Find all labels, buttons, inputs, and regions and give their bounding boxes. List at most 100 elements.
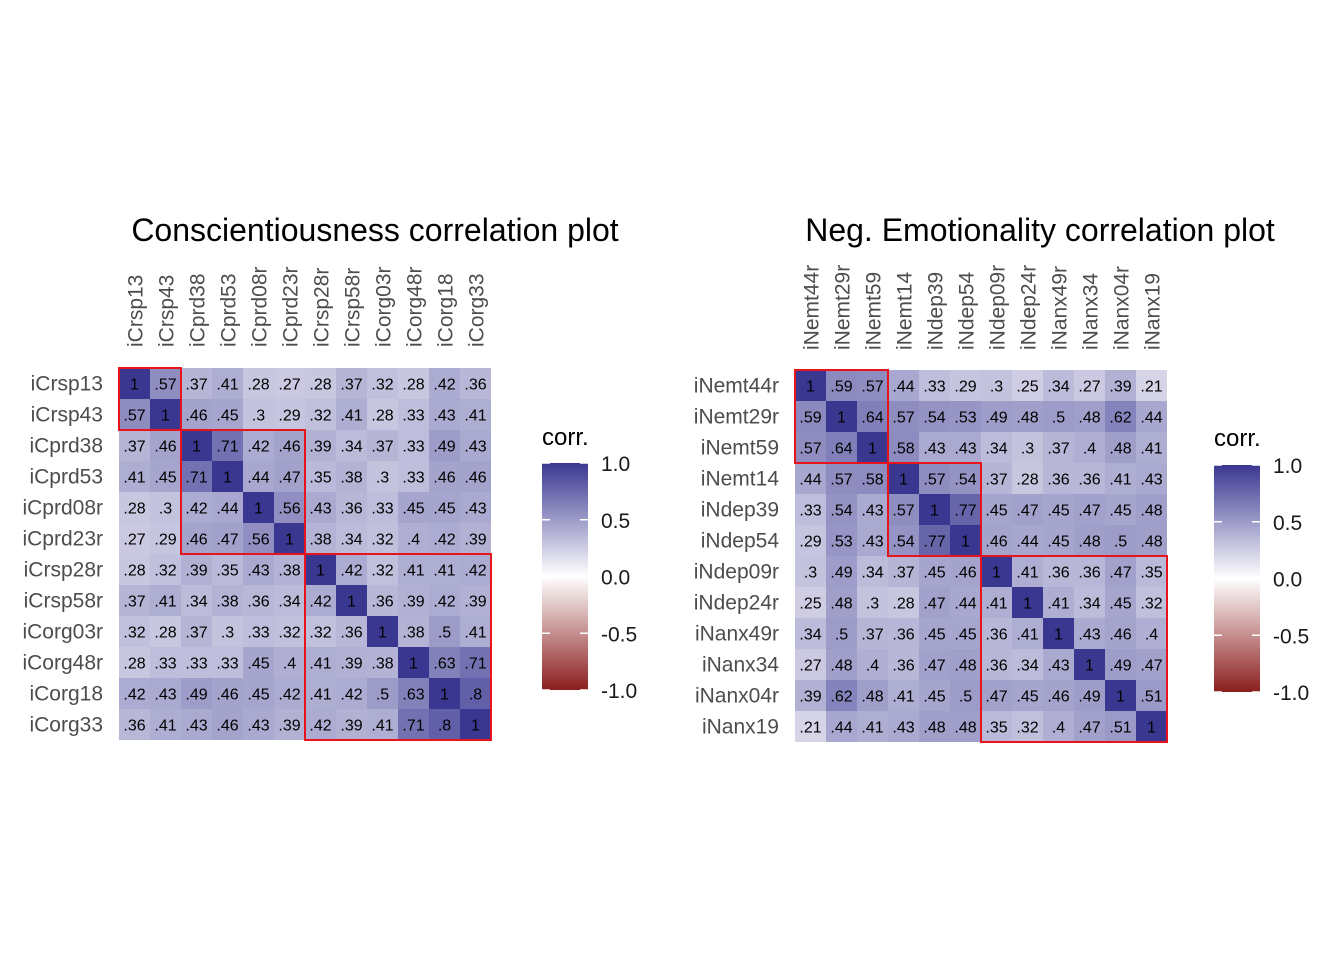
heatmap-cell <box>826 463 857 494</box>
heatmap-cell <box>1074 587 1105 618</box>
column-label: iCprd23r <box>280 266 303 347</box>
heatmap-cell <box>150 678 181 709</box>
heatmap-cell <box>1012 432 1043 463</box>
cell-value-label: .59 <box>799 410 821 427</box>
heatmap-cell <box>950 649 981 680</box>
cell-value-label: .43 <box>247 563 269 580</box>
cell-value-label: .32 <box>371 377 393 394</box>
heatmap-cell <box>888 525 919 556</box>
heatmap-cell <box>398 616 429 647</box>
cell-value-label: .48 <box>1078 410 1100 427</box>
cell-value-label: .33 <box>923 379 945 396</box>
heatmap-cell <box>857 649 888 680</box>
heatmap-cell <box>367 585 398 616</box>
cell-value-label: .39 <box>278 718 300 735</box>
cell-value-label: .33 <box>799 503 821 520</box>
heatmap-cell <box>919 680 950 711</box>
cell-value-label: 1 <box>130 377 139 394</box>
heatmap-cell <box>305 492 336 523</box>
cell-value-label: .38 <box>371 656 393 673</box>
cell-value-label: 1 <box>868 441 877 458</box>
cell-value-label: .38 <box>216 594 238 611</box>
cell-value-label: .37 <box>861 627 883 644</box>
heatmap-cell <box>1105 432 1136 463</box>
cell-value-label: .32 <box>1140 596 1162 613</box>
cell-value-label: .63 <box>433 656 455 673</box>
cell-value-label: .47 <box>216 532 238 549</box>
cell-value-label: .46 <box>1109 627 1131 644</box>
heatmap-cell <box>888 432 919 463</box>
legend-tick-label: 1.0 <box>1273 455 1302 478</box>
cell-value-label: 1 <box>316 563 325 580</box>
heatmap-cell <box>212 492 243 523</box>
cell-value-label: .43 <box>464 439 486 456</box>
heatmap-cell <box>795 463 826 494</box>
heatmap-cell <box>1136 370 1167 401</box>
heatmap-cell <box>888 556 919 587</box>
column-label: iNdep24r <box>1018 265 1041 350</box>
cell-value-label: .57 <box>861 379 883 396</box>
heatmap-cell <box>336 368 367 399</box>
cell-value-label: .42 <box>433 594 455 611</box>
heatmap-cell <box>888 649 919 680</box>
cell-value-label: .34 <box>1078 596 1100 613</box>
cell-value-label: 1 <box>1116 689 1125 706</box>
cell-value-label: .58 <box>861 472 883 489</box>
row-label: iCorg03r <box>22 621 103 644</box>
heatmap-cell <box>336 399 367 430</box>
heatmap-cell <box>1105 401 1136 432</box>
cell-value-label: .35 <box>985 720 1007 737</box>
cell-value-label: .49 <box>830 565 852 582</box>
heatmap-cell <box>888 711 919 742</box>
heatmap-cell <box>243 647 274 678</box>
heatmap-cell <box>826 556 857 587</box>
cell-value-label: .41 <box>340 408 362 425</box>
heatmap-cell <box>367 616 398 647</box>
cell-value-label: .42 <box>433 377 455 394</box>
cell-value-label: .4 <box>1052 720 1065 737</box>
cell-value-label: .41 <box>154 718 176 735</box>
heatmap-cell <box>1012 649 1043 680</box>
heatmap-cell <box>119 585 150 616</box>
cell-value-label: .8 <box>438 718 451 735</box>
cell-value-label: .29 <box>954 379 976 396</box>
cell-value-label: .37 <box>1047 441 1069 458</box>
column-label: iCrsp28r <box>311 268 334 347</box>
cell-value-label: .42 <box>247 439 269 456</box>
cell-value-label: .47 <box>278 470 300 487</box>
heatmap-cell <box>1074 618 1105 649</box>
cell-value-label: .44 <box>216 501 238 518</box>
cell-value-label: .46 <box>185 532 207 549</box>
cell-value-label: .27 <box>799 658 821 675</box>
heatmap-cell <box>243 585 274 616</box>
cell-value-label: .5 <box>376 687 389 704</box>
cell-value-label: .27 <box>278 377 300 394</box>
cell-value-label: .39 <box>464 532 486 549</box>
heatmap-cell <box>274 430 305 461</box>
cell-value-label: .46 <box>185 408 207 425</box>
cell-value-label: .45 <box>433 501 455 518</box>
heatmap-cell <box>274 647 305 678</box>
cell-value-label: .54 <box>892 534 914 551</box>
heatmap-cell <box>1043 618 1074 649</box>
heatmap-cell <box>181 647 212 678</box>
cell-value-label: .37 <box>371 439 393 456</box>
heatmap-cell <box>1136 463 1167 494</box>
heatmap-cell <box>398 678 429 709</box>
cell-value-label: .43 <box>1078 627 1100 644</box>
heatmap-cell <box>981 556 1012 587</box>
cell-value-label: .25 <box>799 596 821 613</box>
cell-value-label: .35 <box>309 470 331 487</box>
cell-value-label: .43 <box>923 441 945 458</box>
heatmap-cell <box>274 368 305 399</box>
heatmap-cell <box>336 616 367 647</box>
cell-value-label: .33 <box>185 656 207 673</box>
heatmap-cell <box>1012 525 1043 556</box>
cell-value-label: .45 <box>923 627 945 644</box>
column-label: iCprd38 <box>187 273 210 347</box>
legend-tick-label: -1.0 <box>1273 682 1309 705</box>
cell-value-label: .41 <box>433 563 455 580</box>
row-label: iCprd08r <box>22 497 103 520</box>
row-label: iCrsp28r <box>24 559 103 582</box>
